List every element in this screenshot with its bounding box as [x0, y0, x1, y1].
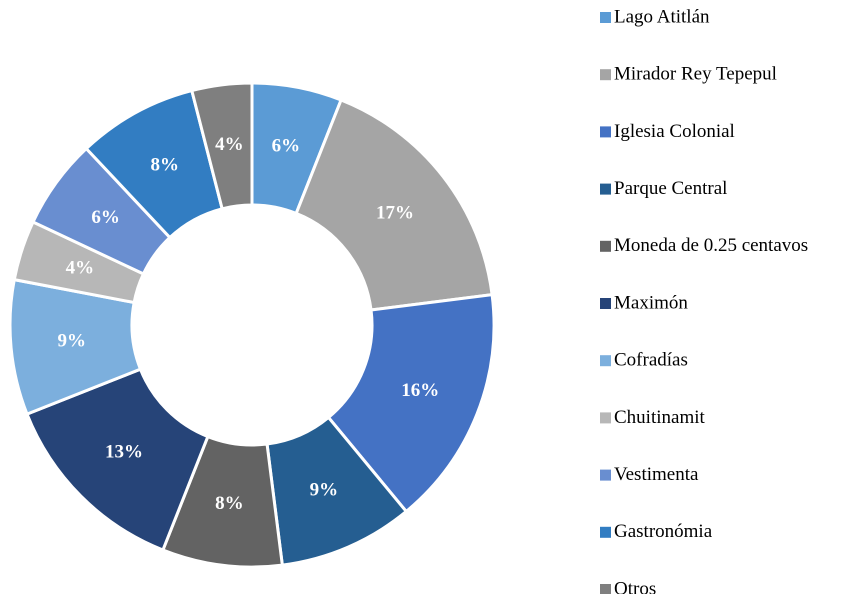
- legend-swatch: [600, 69, 611, 81]
- data-label: 4%: [215, 134, 244, 155]
- legend-label: Cofradías: [614, 350, 688, 371]
- legend-swatch: [600, 12, 611, 23]
- data-label: 9%: [310, 479, 339, 500]
- legend-label: Mirador Rey Tepepul: [614, 64, 777, 85]
- legend-swatch: [600, 126, 611, 138]
- legend-label: Otros: [614, 578, 656, 594]
- data-label: 8%: [215, 493, 244, 514]
- legend-swatch: [600, 469, 611, 481]
- legend-swatch: [600, 183, 611, 195]
- legend-label: Lago Atitlán: [614, 6, 710, 27]
- legend-swatch: [600, 298, 611, 309]
- legend-swatch: [600, 412, 611, 424]
- data-label: 6%: [91, 207, 120, 228]
- donut-segment: [189, 81, 254, 211]
- legend-swatch: [600, 526, 611, 538]
- legend-label: Moneda de 0.25 centavos: [614, 235, 808, 256]
- legend-swatch: [600, 355, 611, 367]
- donut-segment: [294, 98, 494, 312]
- legend-label: Gastronómia: [614, 521, 713, 542]
- data-label: 4%: [66, 257, 95, 278]
- legend-label: Maximón: [614, 292, 688, 313]
- legend-swatch: [600, 584, 611, 594]
- data-label: 9%: [58, 330, 87, 351]
- data-label: 17%: [376, 202, 414, 223]
- legend-swatch: [600, 240, 611, 252]
- legend-label: Chuitinamit: [614, 407, 706, 428]
- data-label: 13%: [105, 441, 143, 462]
- donut-segment: [25, 367, 210, 552]
- data-label: 16%: [401, 380, 439, 401]
- data-label: 6%: [272, 136, 301, 157]
- legend-label: Parque Central: [614, 178, 727, 199]
- legend-label: Vestimenta: [614, 464, 699, 485]
- legend-label: Iglesia Colonial: [614, 121, 735, 142]
- donut-segment: [326, 292, 496, 514]
- data-label: 8%: [151, 155, 180, 176]
